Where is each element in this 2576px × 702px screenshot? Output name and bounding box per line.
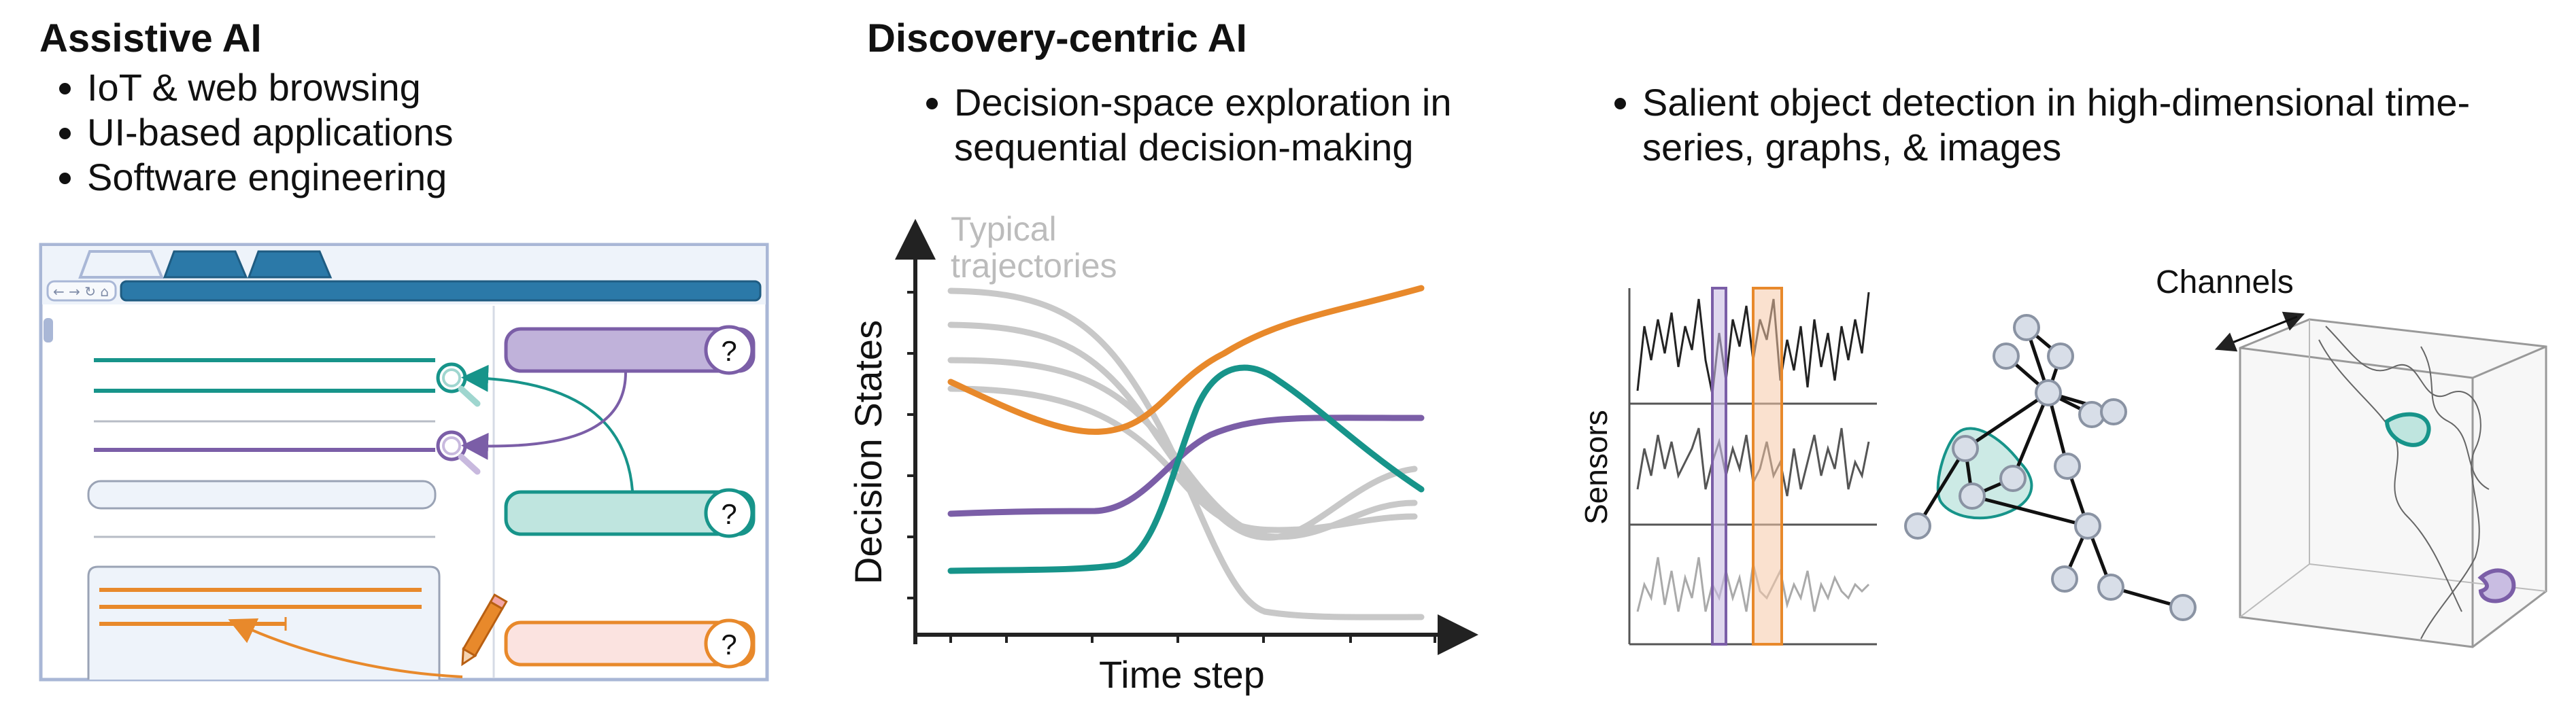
x-axis-label: Time step	[1099, 653, 1265, 696]
nav-buttons[interactable]	[46, 280, 117, 302]
graph-nodes	[1904, 314, 2197, 621]
typical-trajectory-4	[947, 385, 1418, 533]
graph-network	[1904, 314, 2197, 621]
trajectory-plot	[895, 219, 1478, 655]
salient-detection-bullet: Salient object detection in high-dimensi…	[1595, 80, 2470, 170]
salient-detection-line1: Salient object detection in high-dimensi…	[1642, 81, 2471, 124]
typical-trajectory-1	[947, 287, 1425, 620]
browser-tab-2[interactable]	[163, 250, 248, 279]
purple-link-arrow	[461, 372, 627, 460]
orange-salient-window	[1752, 287, 1783, 646]
browser-tab-3[interactable]	[247, 250, 333, 279]
decision-space-line1: Decision-space exploration in	[954, 81, 1452, 124]
channels-label: Channels	[2156, 264, 2294, 300]
discovery-ai-title: Discovery-centric AI	[867, 16, 1247, 60]
bullet-ui-apps: UI-based applications	[87, 110, 454, 155]
scrollbar-thumb[interactable]	[44, 318, 53, 343]
pencil-icon	[461, 593, 508, 667]
purple-chat-bubble[interactable]: ?	[504, 325, 756, 375]
teal-link-arrow	[461, 364, 634, 491]
teal-chat-bubble[interactable]: ?	[504, 488, 756, 538]
orange-chat-bubble[interactable]: ?	[504, 618, 756, 669]
question-mark-icon: ?	[721, 498, 736, 530]
y-axis-label: Decision States	[847, 319, 889, 584]
decision-space-text: Decision-space exploration insequential …	[954, 80, 1452, 170]
typical-trajectories-label: Typical trajectories	[951, 211, 1117, 284]
bullet-iot-web: IoT & web browsing	[87, 65, 454, 110]
channels-arrow-back	[2214, 315, 2298, 352]
purple-salient-window	[1711, 287, 1727, 646]
sensors-label: Sensors	[1578, 410, 1614, 525]
purple-magnifier-icon	[436, 430, 481, 475]
purple-trajectory	[947, 415, 1425, 517]
question-mark-icon: ?	[721, 335, 736, 367]
question-mark-icon: ?	[721, 629, 736, 661]
decision-space-line2: sequential decision-making	[954, 126, 1414, 169]
assistive-bullet-list: IoT & web browsing UI-based applications…	[39, 65, 454, 200]
image-volume	[2214, 311, 2547, 648]
input-field[interactable]	[87, 480, 437, 510]
browser-tab-active[interactable]	[78, 250, 165, 279]
assistive-ai-title: Assistive AI	[39, 16, 262, 60]
typical-trajectories	[947, 287, 1425, 620]
typical-label-line1: Typical	[951, 210, 1057, 248]
salient-detection-text: Salient object detection in high-dimensi…	[1642, 80, 2470, 170]
teal-trajectory	[947, 364, 1425, 574]
y-ticks	[907, 291, 915, 599]
orange-link-arrow	[228, 618, 463, 678]
typical-trajectory-2	[947, 321, 1418, 541]
decision-space-bullet: Decision-space exploration insequential …	[906, 80, 1452, 170]
browser-mockup: ← → ↻ ⌂	[39, 243, 769, 682]
sensor-timeseries	[1628, 287, 1877, 646]
nav-glyphs: ← → ↻ ⌂	[53, 283, 109, 300]
bullet-software-eng: Software engineering	[87, 155, 454, 200]
orange-trajectory	[947, 285, 1425, 435]
x-ticks	[949, 635, 1436, 643]
typical-label-line2: trajectories	[951, 247, 1117, 285]
address-bar[interactable]	[120, 280, 762, 302]
salient-detection-line2: series, graphs, & images	[1642, 126, 2062, 169]
purple-salient-region	[2477, 568, 2516, 603]
teal-salient-region	[2384, 412, 2431, 447]
